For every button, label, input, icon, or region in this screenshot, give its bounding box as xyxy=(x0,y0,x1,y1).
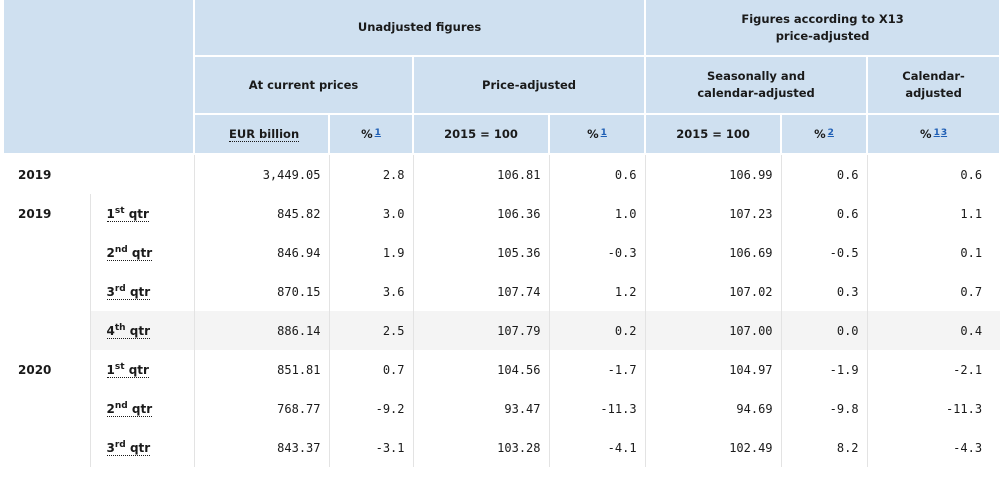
unit-eur-billion[interactable]: EUR billion xyxy=(194,114,330,155)
value-cell: 106.81 xyxy=(413,154,550,194)
unit-pct-seasonal: % 2 xyxy=(781,114,869,155)
table-row: 2nd qtr 846.94 1.9 105.36 -0.3 106.69 -0… xyxy=(4,233,1000,272)
table-row: 3rd qtr 843.37 -3.1 103.28 -4.1 102.49 8… xyxy=(4,428,1000,467)
year-cell: 2019 xyxy=(4,194,91,233)
value-cell: 107.23 xyxy=(645,194,782,233)
value-cell: 1.1 xyxy=(960,206,983,221)
value-cell: -9.2 xyxy=(329,389,414,428)
quarter-cell[interactable]: 2nd qtr xyxy=(90,389,195,428)
unit-pct-current: % 1 xyxy=(329,114,414,155)
value-cell: 0.4 xyxy=(867,311,1000,350)
year-cell xyxy=(4,311,91,350)
value-cell: 0.6 xyxy=(960,167,983,182)
header-corner xyxy=(4,0,195,155)
footnote-link-1[interactable]: 1 xyxy=(600,128,607,138)
value-cell: 94.69 xyxy=(645,389,782,428)
value-cell: 104.97 xyxy=(645,350,782,389)
value-cell: 2.5 xyxy=(329,311,414,350)
value-cell: 1.0 xyxy=(549,194,646,233)
table-row: 2019 1st qtr 845.82 3.0 106.36 1.0 107.2… xyxy=(4,194,1000,233)
gdp-table: Unadjusted figures Figures according to … xyxy=(4,0,1000,467)
value-cell: 103.28 xyxy=(413,428,550,467)
footnote-link-3[interactable]: 3 xyxy=(940,128,948,138)
value-cell: -1.7 xyxy=(549,350,646,389)
value-cell: 107.02 xyxy=(645,272,782,311)
table-row: 3rd qtr 870.15 3.6 107.74 1.2 107.02 0.3… xyxy=(4,272,1000,311)
header-x13: Figures according to X13 price-adjusted xyxy=(645,0,1000,57)
year-cell xyxy=(4,428,91,467)
value-cell: 845.82 xyxy=(194,194,330,233)
value-cell: 8.2 xyxy=(781,428,868,467)
value-cell: 107.74 xyxy=(413,272,550,311)
unit-index-seasonal: 2015 = 100 xyxy=(645,114,783,155)
value-cell: -0.3 xyxy=(549,233,646,272)
value-cell: -11.3 xyxy=(549,389,646,428)
value-cell: -11.3 xyxy=(945,401,983,416)
value-cell: 107.79 xyxy=(413,311,550,350)
year-cell xyxy=(4,272,91,311)
table-row: 2nd qtr 768.77 -9.2 93.47 -11.3 94.69 -9… xyxy=(4,389,1000,428)
header-calendar-adjusted: Calendar-adjusted xyxy=(867,56,1000,115)
value-cell: 106.36 xyxy=(413,194,550,233)
value-cell: 104.56 xyxy=(413,350,550,389)
value-cell: 106.69 xyxy=(645,233,782,272)
value-cell: -4.3 xyxy=(953,440,983,455)
year-cell xyxy=(4,233,91,272)
header-current-prices: At current prices xyxy=(194,56,414,115)
value-cell: 768.77 xyxy=(194,389,330,428)
value-cell: -2.1 xyxy=(953,362,983,377)
value-cell: -4.1 xyxy=(549,428,646,467)
header-seasonally-adjusted: Seasonally and calendar-adjusted xyxy=(645,56,869,115)
value-cell: 0.6 xyxy=(549,154,646,194)
year-cell: 2020 xyxy=(4,350,91,389)
value-cell: 106.99 xyxy=(645,154,782,194)
unit-index-price-adjusted: 2015 = 100 xyxy=(413,114,550,155)
value-cell: 3.6 xyxy=(329,272,414,311)
value-cell: 0.1 xyxy=(960,245,983,260)
quarter-cell[interactable]: 1st qtr xyxy=(90,350,195,389)
value-cell: 0.7 xyxy=(960,284,983,299)
value-cell: 102.49 xyxy=(645,428,782,467)
value-cell: 843.37 xyxy=(194,428,330,467)
value-cell: 0.2 xyxy=(549,311,646,350)
value-cell: -9.8 xyxy=(781,389,868,428)
value-cell: 886.14 xyxy=(194,311,330,350)
table-row: 2019 3,449.05 2.8 106.81 0.6 106.99 0.6 … xyxy=(4,154,1000,194)
value-cell: -0.5 xyxy=(781,233,868,272)
value-cell: 0.0 xyxy=(781,311,868,350)
value-cell: 93.47 xyxy=(413,389,550,428)
value-cell: 105.36 xyxy=(413,233,550,272)
year-cell xyxy=(4,389,91,428)
value-cell: 0.3 xyxy=(781,272,868,311)
quarter-cell[interactable]: 4th qtr xyxy=(90,311,195,350)
value-cell: 1.2 xyxy=(549,272,646,311)
footnote-link-1[interactable]: 1 xyxy=(933,128,940,138)
footnote-link-2[interactable]: 2 xyxy=(827,128,834,138)
value-cell: 0.6 xyxy=(781,194,868,233)
value-cell: 870.15 xyxy=(194,272,330,311)
value-cell: 107.00 xyxy=(645,311,782,350)
value-cell: -1.9 xyxy=(781,350,868,389)
year-cell: 2019 xyxy=(4,154,195,194)
value-cell: -3.1 xyxy=(329,428,414,467)
header-unadjusted: Unadjusted figures xyxy=(194,0,647,57)
header-price-adjusted: Price-adjusted xyxy=(413,56,647,115)
table-row: 2020 1st qtr 851.81 0.7 104.56 -1.7 104.… xyxy=(4,350,1000,389)
unit-pct-calendar: % 13 xyxy=(867,114,1000,155)
table-row-highlighted: 4th qtr 886.14 2.5 107.79 0.2 107.00 0.0… xyxy=(4,311,1000,350)
quarter-cell[interactable]: 3rd qtr xyxy=(90,428,195,467)
value-cell: 846.94 xyxy=(194,233,330,272)
value-cell: 851.81 xyxy=(194,350,330,389)
value-cell: 0.7 xyxy=(329,350,414,389)
unit-pct-price-adjusted: % 1 xyxy=(549,114,647,155)
value-cell: 2.8 xyxy=(329,154,414,194)
quarter-cell[interactable]: 1st qtr xyxy=(90,194,195,233)
quarter-cell[interactable]: 3rd qtr xyxy=(90,272,195,311)
footnote-link-1[interactable]: 1 xyxy=(374,128,381,138)
value-cell: 3.0 xyxy=(329,194,414,233)
value-cell: 1.9 xyxy=(329,233,414,272)
quarter-cell[interactable]: 2nd qtr xyxy=(90,233,195,272)
value-cell: 3,449.05 xyxy=(194,154,330,194)
value-cell: 0.6 xyxy=(781,154,868,194)
